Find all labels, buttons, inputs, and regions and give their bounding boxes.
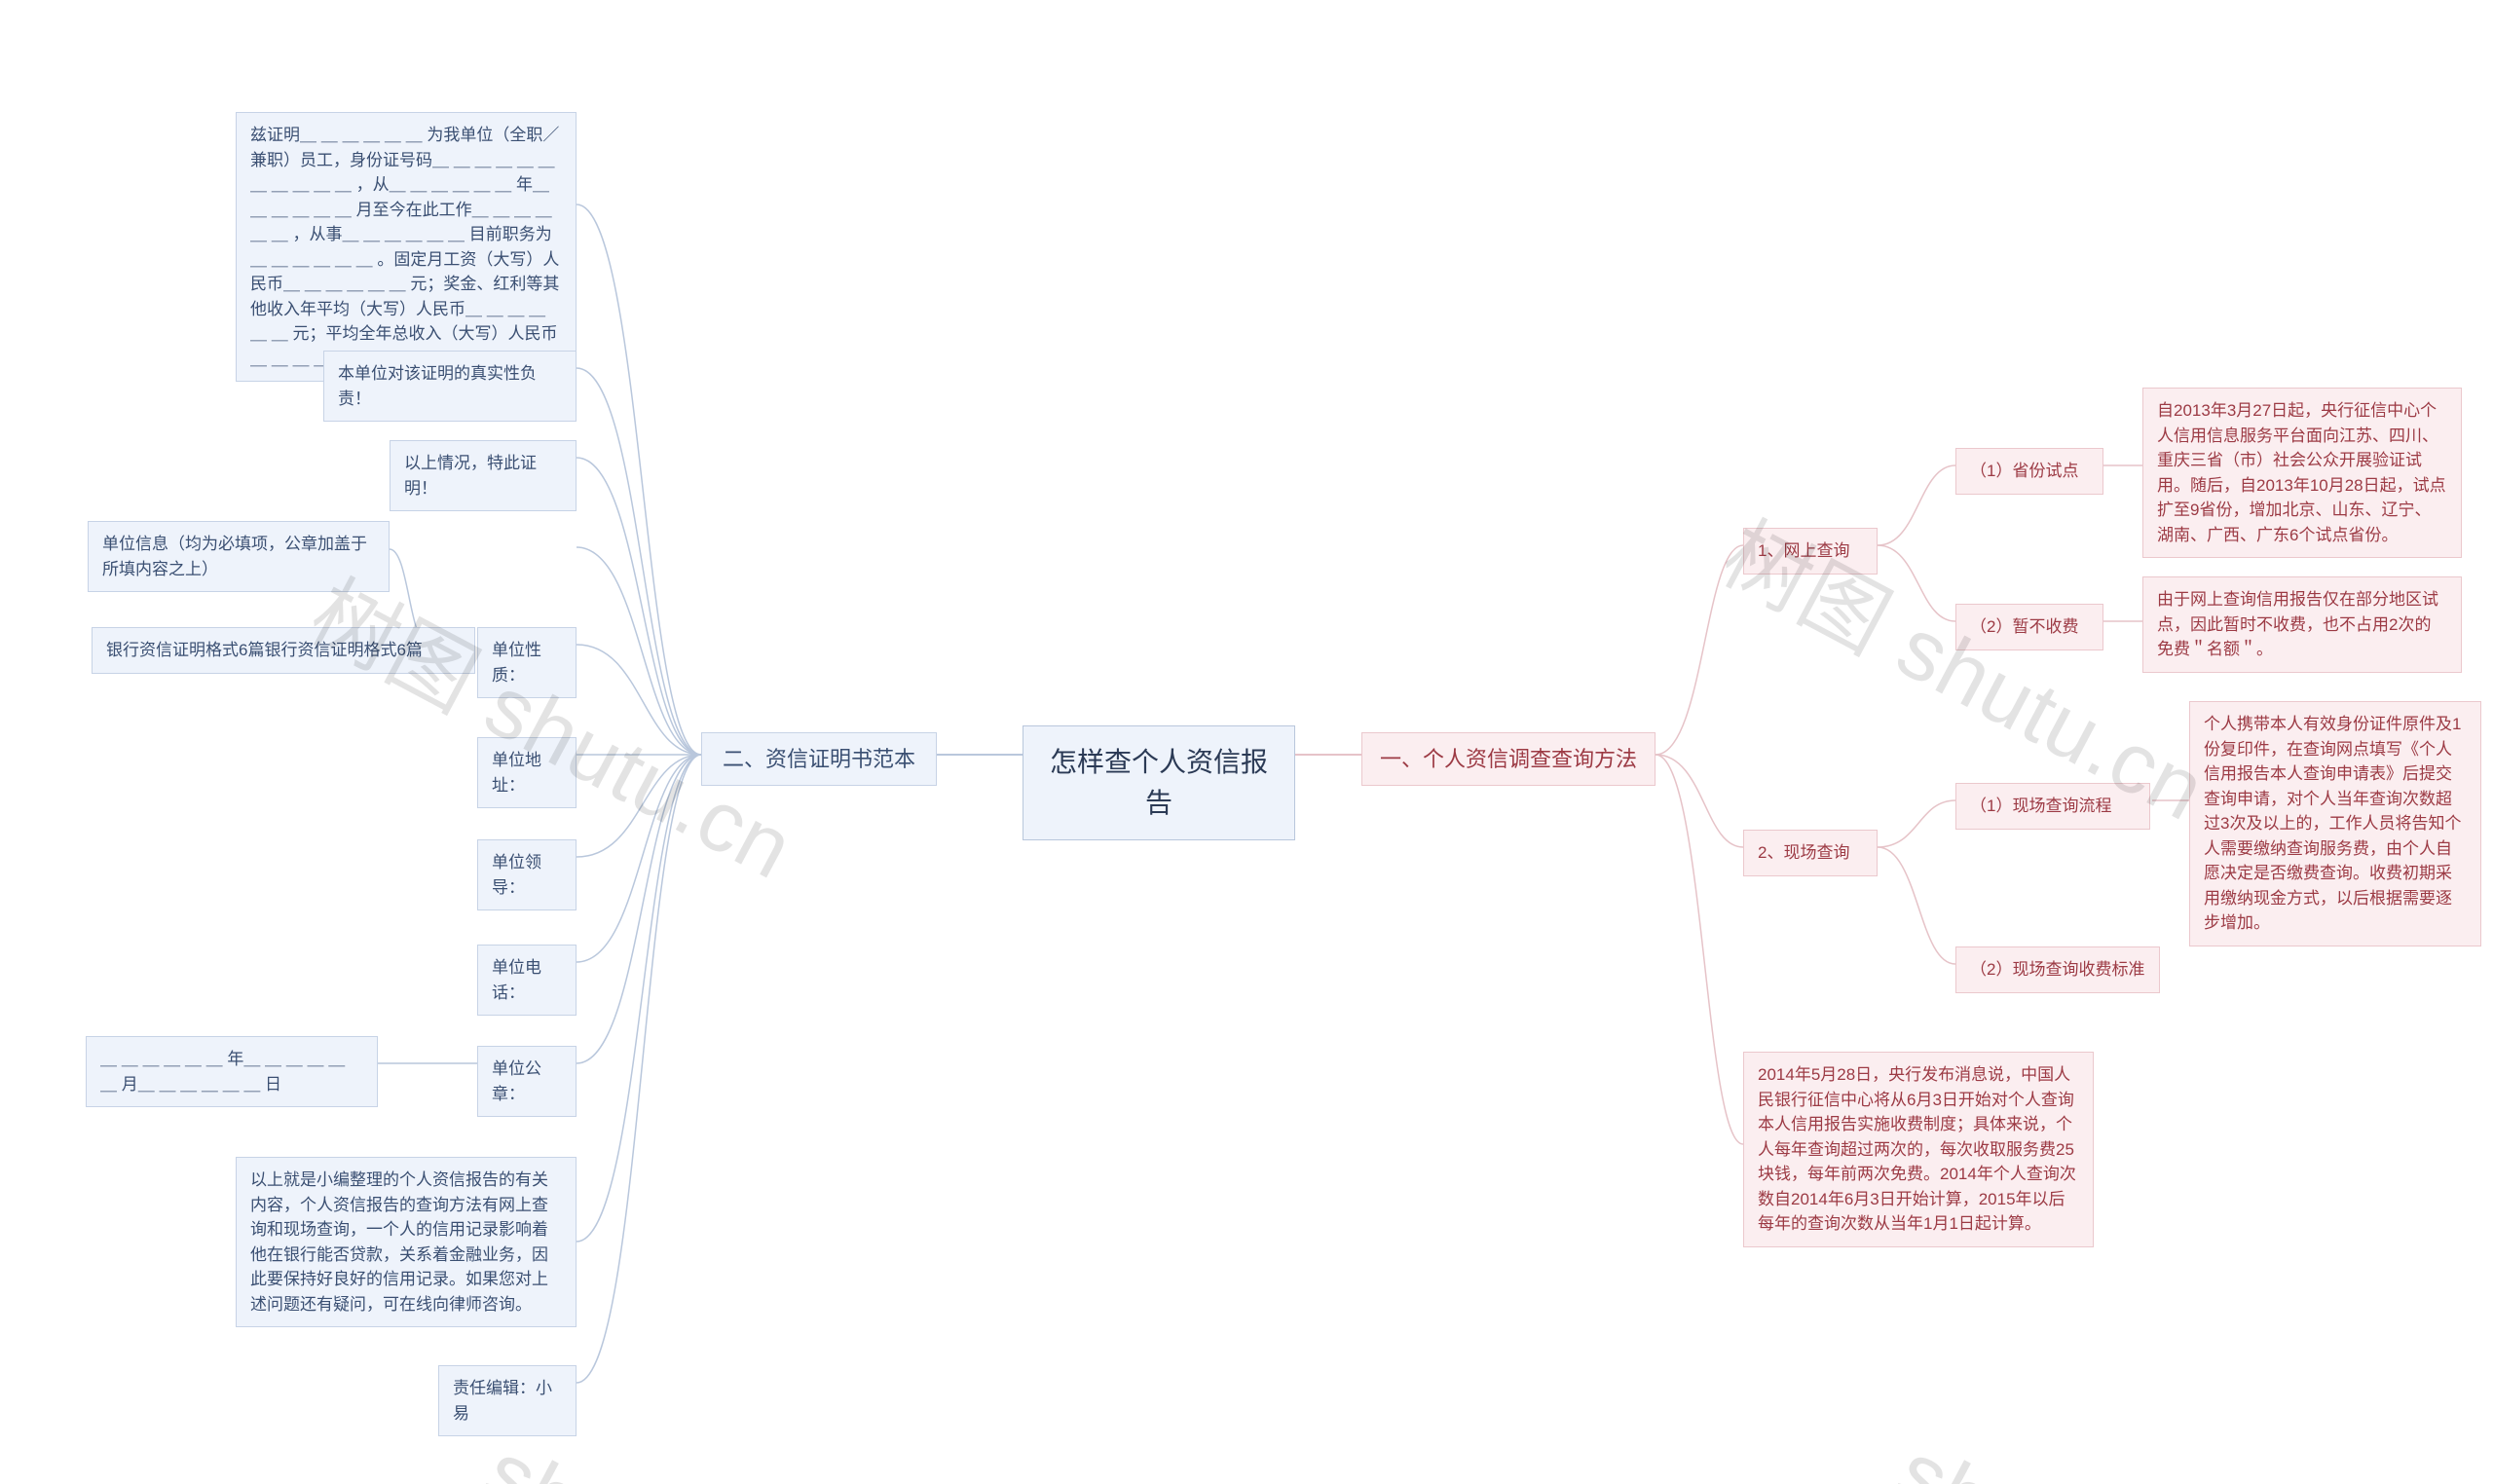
mindmap-canvas: 怎样查个人资信报告 二、资信证明书范本 兹证明＿ ＿ ＿ ＿ ＿ ＿ 为我单位（… — [0, 0, 2493, 1484]
left-unit-leader: 单位领导： — [477, 839, 577, 910]
left-unit-seal: 单位公章： — [477, 1046, 577, 1117]
right-online-nofee: （2）暂不收费 — [1955, 604, 2103, 650]
left-editor: 责任编辑：小易 — [438, 1365, 577, 1436]
left-hereby: 以上情况，特此证明！ — [390, 440, 577, 511]
left-unit-addr: 单位地址： — [477, 737, 577, 808]
root-node: 怎样查个人资信报告 — [1023, 725, 1295, 840]
left-unit-phone: 单位电话： — [477, 945, 577, 1016]
right-onsite: 2、现场查询 — [1743, 830, 1878, 876]
left-date-line: ＿ ＿ ＿ ＿ ＿ ＿ 年＿ ＿ ＿ ＿ ＿ ＿ 月＿ ＿ ＿ ＿ ＿ ＿ 日 — [86, 1036, 378, 1107]
right-onsite-fee: （2）现场查询收费标准 — [1955, 946, 2160, 993]
watermark: shutu.cn — [1881, 1422, 2221, 1484]
right-online-pilot-detail: 自2013年3月27日起，央行征信中心个人信用信息服务平台面向江苏、四川、重庆三… — [2142, 388, 2462, 558]
right-online-pilot: （1）省份试点 — [1955, 448, 2103, 495]
right-onsite-flow-detail: 个人携带本人有效身份证件原件及1份复印件，在查询网点填写《个人信用报告本人查询申… — [2189, 701, 2481, 946]
left-branch-title: 二、资信证明书范本 — [701, 732, 937, 786]
left-summary: 以上就是小编整理的个人资信报告的有关内容，个人资信报告的查询方法有网上查询和现场… — [236, 1157, 577, 1327]
right-branch-title: 一、个人资信调查查询方法 — [1361, 732, 1656, 786]
left-authentic: 本单位对该证明的真实性负责！ — [323, 351, 577, 422]
left-cert-body: 兹证明＿ ＿ ＿ ＿ ＿ ＿ 为我单位（全职／兼职）员工，身份证号码＿ ＿ ＿ … — [236, 112, 577, 382]
right-online-nofee-detail: 由于网上查询信用报告仅在部分地区试点，因此暂时不收费，也不占用2次的免费＂名额＂… — [2142, 576, 2462, 673]
right-onsite-flow: （1）现场查询流程 — [1955, 783, 2150, 830]
right-online: 1、网上查询 — [1743, 528, 1878, 575]
left-format-note: 银行资信证明格式6篇银行资信证明格式6篇 — [92, 627, 475, 674]
left-unit-info: 单位信息（均为必填项，公章加盖于所填内容之上） — [88, 521, 390, 592]
right-policy: 2014年5月28日，央行发布消息说，中国人民银行征信中心将从6月3日开始对个人… — [1743, 1052, 2094, 1247]
left-unit-nature: 单位性质： — [477, 627, 577, 698]
